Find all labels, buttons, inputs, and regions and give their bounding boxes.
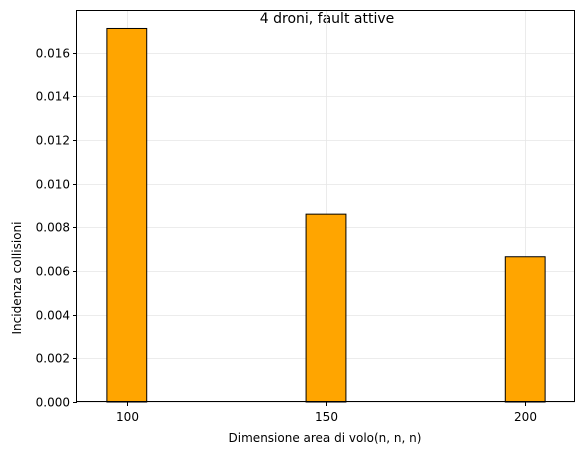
bars	[106, 27, 546, 403]
y-tick-label: 0.008	[36, 221, 70, 235]
y-tick-label: 0.004	[36, 309, 70, 323]
y-tick-label: 0.010	[36, 178, 70, 192]
x-tick-label: 200	[514, 410, 537, 424]
y-tick-label: 0.002	[36, 352, 70, 366]
x-tick-label: 100	[116, 410, 139, 424]
x-axis: 100 150 200	[116, 402, 537, 424]
x-tick-label: 150	[315, 410, 338, 424]
bar-150	[305, 213, 347, 403]
y-tick-label: 0.014	[36, 90, 70, 104]
plot-frame	[76, 10, 575, 402]
y-tick-label: 0.006	[36, 265, 70, 279]
y-tick-label: 0.016	[36, 47, 70, 61]
y-axis: 0.000 0.002 0.004 0.006 0.008 0.010 0.012 0.014…	[36, 47, 77, 410]
y-tick-label: 0.000	[36, 396, 70, 410]
bar-200	[504, 256, 546, 403]
y-tick-label: 0.012	[36, 134, 70, 148]
x-axis-label: Dimensione area di volo(n, n, n)	[229, 431, 422, 445]
chart-title: 4 droni, fault attive	[260, 11, 394, 27]
y-axis-label: Incidenza collisioni	[10, 222, 24, 335]
bar-100	[106, 27, 148, 403]
